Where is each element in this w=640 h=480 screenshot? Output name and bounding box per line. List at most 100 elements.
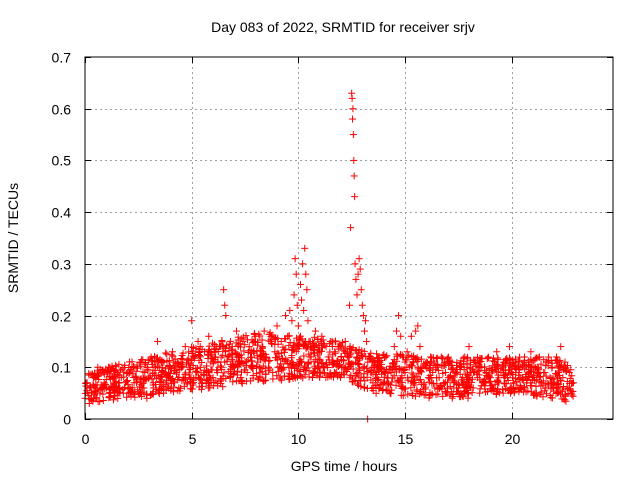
data-point	[293, 301, 301, 309]
data-point	[510, 379, 518, 387]
data-point	[351, 260, 359, 268]
data-point	[416, 343, 424, 351]
data-point	[250, 348, 258, 356]
data-point	[428, 391, 436, 399]
data-point	[186, 385, 194, 393]
data-point	[380, 378, 388, 386]
data-point	[253, 363, 261, 371]
data-point	[247, 377, 255, 385]
x-axis-label: GPS time / hours	[291, 458, 398, 474]
data-point	[230, 362, 238, 370]
data-point	[310, 342, 318, 350]
data-point	[290, 339, 298, 347]
data-point	[408, 352, 416, 360]
data-point	[355, 255, 363, 263]
data-point	[267, 337, 275, 345]
data-point	[254, 338, 262, 346]
data-point	[297, 372, 305, 380]
data-point	[397, 365, 405, 373]
data-point	[186, 374, 194, 382]
data-point	[367, 368, 375, 376]
data-point	[127, 389, 135, 397]
data-point	[305, 367, 313, 375]
data-point	[395, 312, 403, 320]
data-point	[352, 372, 360, 380]
data-point	[474, 374, 482, 382]
data-point	[458, 392, 466, 400]
data-point	[427, 357, 435, 365]
data-point	[102, 384, 110, 392]
data-point	[561, 358, 569, 366]
data-point	[350, 172, 358, 180]
data-point	[217, 376, 225, 384]
data-point	[258, 343, 266, 351]
data-point	[203, 368, 211, 376]
data-point	[372, 367, 380, 375]
data-point	[362, 317, 370, 325]
data-point	[408, 389, 416, 397]
data-point	[555, 380, 563, 388]
data-point	[339, 363, 347, 371]
data-point	[465, 343, 473, 351]
data-point	[502, 359, 510, 367]
data-point	[340, 346, 348, 354]
data-point	[558, 386, 566, 394]
data-point	[114, 394, 122, 402]
data-point	[304, 317, 312, 325]
data-point	[347, 224, 355, 232]
data-point	[200, 348, 208, 356]
data-point	[296, 332, 304, 340]
data-point	[402, 356, 410, 364]
data-point	[553, 379, 561, 387]
data-point	[416, 387, 424, 395]
data-point	[448, 358, 456, 366]
data-point	[328, 342, 336, 350]
data-point	[405, 363, 413, 371]
data-point	[158, 368, 166, 376]
data-point	[495, 379, 503, 387]
data-point	[202, 377, 210, 385]
data-point	[442, 368, 450, 376]
data-point	[85, 399, 93, 407]
data-point	[468, 389, 476, 397]
data-point	[91, 369, 99, 377]
data-point	[222, 348, 230, 356]
data-point	[559, 374, 567, 382]
data-point	[232, 349, 240, 357]
data-point	[474, 368, 482, 376]
data-point	[326, 372, 334, 380]
data-point	[471, 358, 479, 366]
data-point	[528, 388, 536, 396]
data-point	[491, 363, 499, 371]
data-point	[427, 353, 435, 361]
data-point	[237, 374, 245, 382]
data-point	[435, 374, 443, 382]
data-point	[450, 379, 458, 387]
data-point	[482, 368, 490, 376]
data-point	[209, 339, 217, 347]
data-point	[131, 372, 139, 380]
data-point	[99, 385, 107, 393]
data-point	[394, 352, 402, 360]
data-point	[219, 383, 227, 391]
data-point	[456, 363, 464, 371]
data-point	[563, 384, 571, 392]
data-point	[433, 363, 441, 371]
data-point	[542, 372, 550, 380]
data-point	[171, 379, 179, 387]
data-point	[557, 377, 565, 385]
data-point	[547, 385, 555, 393]
data-point	[168, 375, 176, 383]
data-point	[385, 365, 393, 373]
data-point	[464, 394, 472, 402]
data-point	[394, 377, 402, 385]
grid	[85, 57, 613, 419]
data-point	[190, 353, 198, 361]
data-point	[457, 357, 465, 365]
data-point	[137, 381, 145, 389]
data-point	[151, 358, 159, 366]
data-point	[570, 379, 578, 387]
data-point	[109, 396, 117, 404]
data-point	[104, 363, 112, 371]
data-point	[418, 363, 426, 371]
